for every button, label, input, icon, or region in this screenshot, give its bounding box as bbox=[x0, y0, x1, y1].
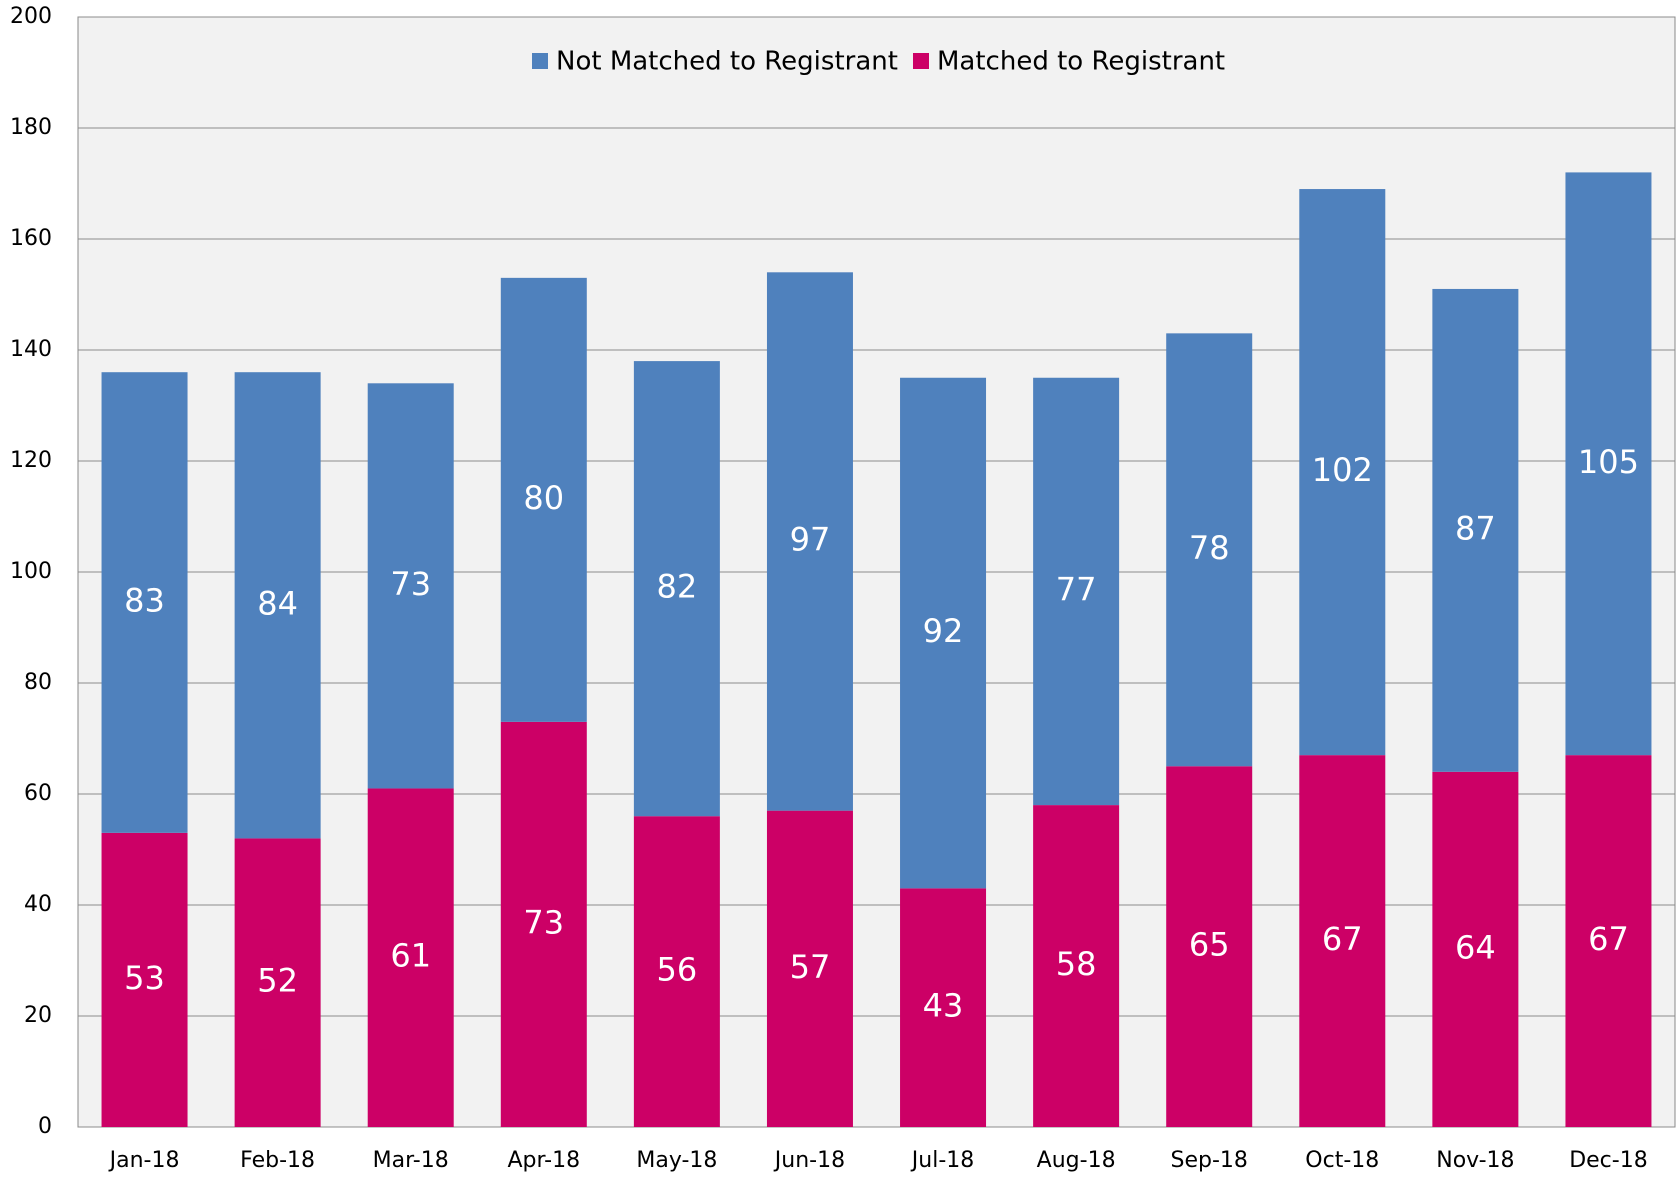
bar-segment bbox=[234, 372, 321, 839]
y-tick-label: 160 bbox=[10, 226, 52, 251]
bar-segment bbox=[367, 788, 454, 1127]
data-label: 82 bbox=[657, 568, 698, 606]
y-tick-label: 120 bbox=[10, 448, 52, 473]
data-label: 58 bbox=[1056, 945, 1097, 983]
y-tick-label: 200 bbox=[10, 4, 52, 29]
bar-segment bbox=[500, 721, 587, 1127]
data-label: 64 bbox=[1455, 928, 1496, 966]
x-tick-label: Apr-18 bbox=[507, 1148, 580, 1173]
x-tick-label: Jan-18 bbox=[108, 1148, 180, 1173]
x-tick-label: Feb-18 bbox=[240, 1148, 315, 1173]
data-label: 52 bbox=[257, 962, 298, 1000]
bar-segment bbox=[900, 377, 987, 889]
bar-segment bbox=[367, 383, 454, 789]
data-label: 73 bbox=[523, 903, 564, 941]
y-tick-label: 60 bbox=[24, 781, 52, 806]
bar-segment bbox=[1565, 172, 1652, 756]
bar-segment bbox=[1432, 288, 1519, 772]
bar-segment bbox=[234, 838, 321, 1127]
data-label: 83 bbox=[124, 582, 165, 620]
y-tick-label: 0 bbox=[38, 1114, 52, 1139]
bar-segment bbox=[101, 832, 188, 1127]
x-tick-label: Aug-18 bbox=[1037, 1148, 1116, 1173]
bar-segment bbox=[1033, 377, 1120, 806]
data-label: 61 bbox=[390, 937, 431, 975]
bar-segment bbox=[766, 810, 853, 1127]
data-label: 105 bbox=[1578, 443, 1639, 481]
data-label: 77 bbox=[1056, 570, 1097, 608]
bar-segment bbox=[633, 361, 720, 817]
data-label: 73 bbox=[390, 565, 431, 603]
bar-segment bbox=[101, 372, 188, 833]
y-tick-label: 180 bbox=[10, 115, 52, 140]
x-tick-label: Jul-18 bbox=[910, 1148, 974, 1173]
y-tick-label: 80 bbox=[24, 670, 52, 695]
legend-label: Not Matched to Registrant bbox=[556, 47, 898, 77]
data-label: 84 bbox=[257, 584, 298, 622]
legend-label: Matched to Registrant bbox=[937, 47, 1225, 77]
data-label: 80 bbox=[523, 479, 564, 517]
y-tick-label: 100 bbox=[10, 559, 52, 584]
y-tick-label: 20 bbox=[24, 1003, 52, 1028]
y-tick-label: 40 bbox=[24, 892, 52, 917]
bar-segment bbox=[1299, 189, 1386, 756]
legend-swatch bbox=[913, 53, 929, 69]
data-label: 53 bbox=[124, 959, 165, 997]
x-tick-label: Nov-18 bbox=[1436, 1148, 1514, 1173]
bar-segment bbox=[1166, 766, 1253, 1127]
x-tick-label: Jun-18 bbox=[773, 1148, 845, 1173]
y-tick-label: 140 bbox=[10, 337, 52, 362]
data-label: 56 bbox=[657, 951, 698, 989]
x-tick-label: Oct-18 bbox=[1305, 1148, 1379, 1173]
bar-segment bbox=[1565, 755, 1652, 1127]
bar-segment bbox=[766, 272, 853, 811]
legend-swatch bbox=[532, 53, 548, 69]
bar-segment bbox=[1033, 805, 1120, 1127]
data-label: 78 bbox=[1189, 529, 1230, 567]
data-label: 87 bbox=[1455, 509, 1496, 547]
data-label: 65 bbox=[1189, 926, 1230, 964]
bar-segment bbox=[1166, 333, 1253, 767]
bar-segment bbox=[500, 277, 587, 722]
data-label: 67 bbox=[1588, 920, 1629, 958]
x-tick-label: Dec-18 bbox=[1569, 1148, 1648, 1173]
bar-segment bbox=[900, 888, 987, 1127]
data-label: 97 bbox=[790, 520, 831, 558]
data-label: 43 bbox=[923, 987, 964, 1025]
bar-segment bbox=[633, 816, 720, 1127]
data-label: 57 bbox=[790, 948, 831, 986]
bar-segment bbox=[1299, 755, 1386, 1127]
x-tick-label: May-18 bbox=[636, 1148, 717, 1173]
bar-segment bbox=[1432, 771, 1519, 1127]
data-label: 92 bbox=[923, 612, 964, 650]
data-label: 67 bbox=[1322, 920, 1363, 958]
x-tick-label: Sep-18 bbox=[1171, 1148, 1248, 1173]
x-tick-label: Mar-18 bbox=[373, 1148, 449, 1173]
data-label: 102 bbox=[1312, 451, 1373, 489]
